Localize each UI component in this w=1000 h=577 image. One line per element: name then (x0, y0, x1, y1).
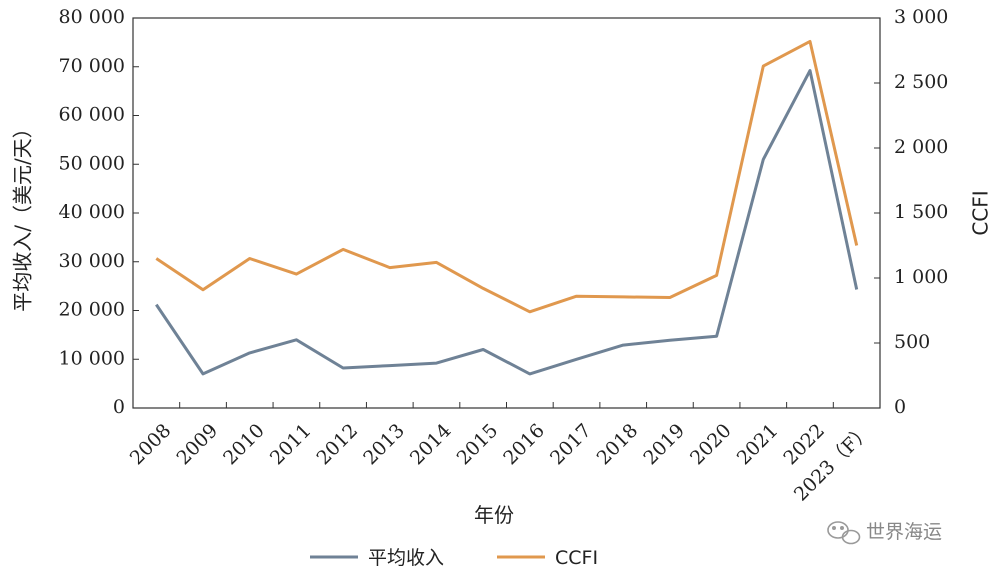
y2-tick-label: 0 (894, 396, 906, 418)
x-axis: 2008200920102011201220132014201520162017… (126, 402, 876, 506)
x-tick-label: 2019 (639, 420, 689, 470)
left-axis: 0 10 000 20 000 30 000 40 000 50 000 60 000 70 … (59, 6, 139, 418)
y2-tick-label: 1 000 (894, 266, 948, 288)
x-tick-label: 2008 (126, 420, 176, 470)
x-tick-label: 2010 (219, 420, 269, 470)
y-tick-label: 0 (113, 396, 125, 418)
x-tick-label: 2017 (546, 420, 596, 470)
y-axis-title: 平均收入/（美元/天） (11, 118, 35, 311)
x-tick-label: 2013 (359, 420, 409, 470)
series-line-ccfi (155, 39, 859, 314)
y-tick-label: 50 000 (59, 152, 125, 174)
x-axis-title: 年份 (474, 503, 514, 527)
y2-tick-label: 2 000 (894, 136, 948, 158)
x-tick-label: 2016 (499, 420, 549, 470)
y2-tick-label: 1 500 (894, 201, 948, 223)
legend-label-avg-income: 平均收入 (368, 547, 444, 569)
series-layer (155, 39, 859, 376)
y-tick-label: 20 000 (59, 299, 125, 321)
x-tick-label: 2015 (453, 420, 503, 470)
x-tick-label: 2018 (593, 420, 643, 470)
y-tick-label: 10 000 (59, 347, 125, 369)
x-tick-label: 2020 (686, 420, 736, 470)
watermark: 世界海运 (827, 521, 942, 545)
x-tick-label: 2014 (406, 420, 456, 470)
series-line-avg-income (155, 69, 859, 376)
x-tick-label: 2011 (266, 420, 316, 470)
legend: 平均收入 CCFI (310, 547, 598, 569)
right-axis: 0 500 1 000 1 500 2 000 2 500 3 000 (874, 6, 948, 418)
y-tick-label: 30 000 (59, 250, 125, 272)
x-tick-label: 2012 (312, 420, 362, 470)
plot-border (132, 17, 881, 409)
wechat-icon (827, 521, 861, 545)
x-tick-label: 2009 (172, 420, 222, 470)
plot-frame (132, 17, 881, 409)
y-tick-label: 80 000 (59, 6, 125, 28)
legend-label-ccfi: CCFI (555, 547, 598, 569)
y-tick-label: 70 000 (59, 55, 125, 77)
y-tick-label: 60 000 (59, 104, 125, 126)
y-tick-label: 40 000 (59, 201, 125, 223)
y2-tick-label: 500 (894, 331, 930, 353)
y2-tick-label: 2 500 (894, 71, 948, 93)
y2-axis-title: CCFI (969, 190, 993, 235)
x-tick-label: 2021 (733, 420, 783, 470)
y2-tick-label: 3 000 (894, 6, 948, 28)
watermark-text: 世界海运 (866, 521, 942, 543)
